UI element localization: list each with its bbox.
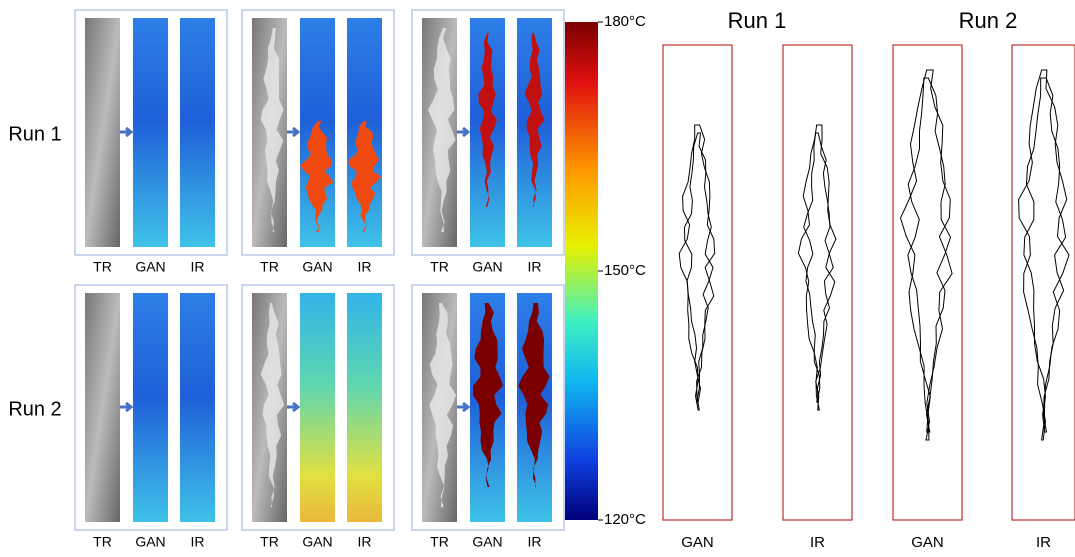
hot-region (473, 303, 503, 487)
strip-label: TR (93, 534, 112, 550)
outline-label: IR (810, 534, 825, 551)
contour-inner (803, 132, 834, 403)
heat-image (180, 293, 215, 522)
panel-frame (74, 284, 228, 531)
strip-label: TR (260, 259, 279, 275)
arrow (287, 126, 301, 138)
colorbar-label: 180°C (604, 13, 646, 30)
panel-frame (241, 284, 395, 531)
tr-shape (428, 28, 456, 232)
panel-frame (74, 9, 228, 256)
outline-frame (892, 44, 963, 521)
contour-outer (899, 69, 953, 441)
strip-label: GAN (472, 534, 502, 550)
hot-region (524, 33, 545, 207)
strip-label: GAN (135, 534, 165, 550)
hot-region (478, 33, 497, 207)
heat-image (300, 293, 335, 522)
hot-region (518, 303, 550, 487)
strip-label: IR (358, 259, 372, 275)
strip-label: TR (93, 259, 112, 275)
arrow (287, 401, 301, 413)
heatmap-grid: Run 1 Run 2 TR GAN IR TR GAN IR TR GAN IR TR GAN IR TR… (8, 9, 565, 550)
arrow (120, 401, 134, 413)
tr-image (85, 293, 120, 522)
strip-label: TR (430, 259, 449, 275)
hot-region (348, 121, 381, 232)
panel-frame (411, 284, 565, 531)
strip-label: IR (191, 534, 205, 550)
contour-inner (1023, 77, 1067, 433)
outline-panels: Run 1 Run 2 GAN IR GAN IR (662, 8, 1075, 551)
outline-frame (662, 44, 733, 521)
contour-outer (1018, 69, 1070, 441)
arrow (457, 401, 471, 413)
strip-label: IR (528, 534, 542, 550)
outline-frame (1011, 44, 1075, 521)
panel-frame (411, 9, 565, 256)
tr-shape (429, 303, 457, 507)
strip-label: GAN (472, 259, 502, 275)
strip-label: IR (528, 259, 542, 275)
strip-label: GAN (135, 259, 165, 275)
outline-label: GAN (681, 534, 714, 551)
colorbar-label: 120°C (604, 511, 646, 528)
hot-region (299, 121, 334, 232)
contour-outer (678, 124, 716, 411)
outline-label: GAN (911, 534, 944, 551)
outline-title: Run 1 (728, 8, 787, 33)
heat-image (347, 293, 382, 522)
arrow (457, 126, 471, 138)
strip-label: GAN (302, 259, 332, 275)
contour-inner (907, 77, 952, 433)
heat-image (180, 18, 215, 247)
contour-inner (683, 132, 714, 403)
colorbar (565, 22, 598, 520)
contour-outer (797, 124, 837, 411)
row-label: Run 2 (8, 398, 61, 420)
heat-image (133, 293, 168, 522)
tr-shape (260, 303, 285, 507)
outline-frame (782, 44, 853, 521)
tr-image (85, 18, 120, 247)
strip-label: TR (430, 534, 449, 550)
strip-label: IR (358, 534, 372, 550)
heat-image (133, 18, 168, 247)
tr-shape (260, 28, 284, 232)
row-label: Run 1 (8, 123, 61, 145)
strip-label: TR (260, 534, 279, 550)
panel-frame (241, 9, 395, 256)
outline-title: Run 2 (959, 8, 1018, 33)
strip-label: GAN (302, 534, 332, 550)
arrow (120, 126, 134, 138)
colorbar-label: 150°C (604, 262, 646, 279)
outline-label: IR (1036, 534, 1051, 551)
strip-label: IR (191, 259, 205, 275)
